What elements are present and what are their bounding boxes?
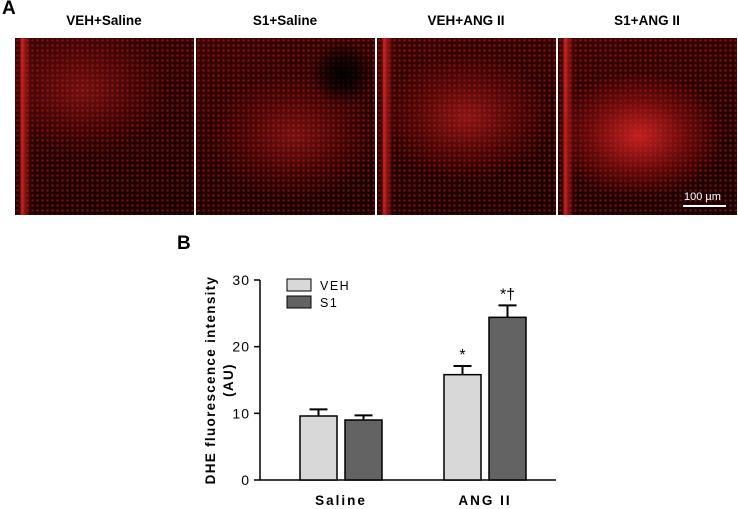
micrograph-veh-saline	[15, 38, 194, 215]
significance-mark: *†	[500, 286, 515, 303]
y-tick-label: 20	[232, 339, 250, 355]
y-axis-label: DHE fluorescence intensity	[203, 276, 218, 485]
legend-label-s1: S1	[320, 296, 338, 310]
y-tick-label: 0	[241, 472, 250, 488]
bar-veh-1	[443, 373, 482, 481]
micro-label-s1-ang: S1+ANG II	[614, 13, 680, 28]
panel-b-letter: B	[177, 233, 191, 254]
y-tick-label: 30	[232, 272, 250, 288]
panel-a-letter: A	[2, 0, 16, 19]
bar-s1-0	[344, 419, 383, 481]
micrograph-veh-ang	[377, 38, 556, 215]
micro-label-veh-saline: VEH+Saline	[66, 13, 142, 28]
x-tick-label: Saline	[315, 493, 367, 508]
scale-bar-label: 100 µm	[684, 191, 721, 203]
micro-label-veh-ang: VEH+ANG II	[427, 13, 505, 28]
bar-s1-1	[488, 316, 527, 481]
micrograph-s1-ang	[558, 38, 737, 215]
legend-label-veh: VEH	[320, 279, 350, 293]
legend-swatch-veh	[286, 278, 312, 292]
micro-label-s1-saline: S1+Saline	[252, 13, 318, 28]
y-tick-label: 10	[232, 405, 250, 421]
significance-mark: *	[459, 347, 465, 364]
legend-swatch-s1	[286, 295, 312, 309]
y-axis-label: (AU)	[221, 363, 236, 397]
bar-veh-0	[299, 415, 338, 481]
scale-bar	[683, 205, 726, 207]
micrograph-s1-saline	[196, 38, 375, 215]
x-tick-label: ANG II	[458, 493, 511, 508]
